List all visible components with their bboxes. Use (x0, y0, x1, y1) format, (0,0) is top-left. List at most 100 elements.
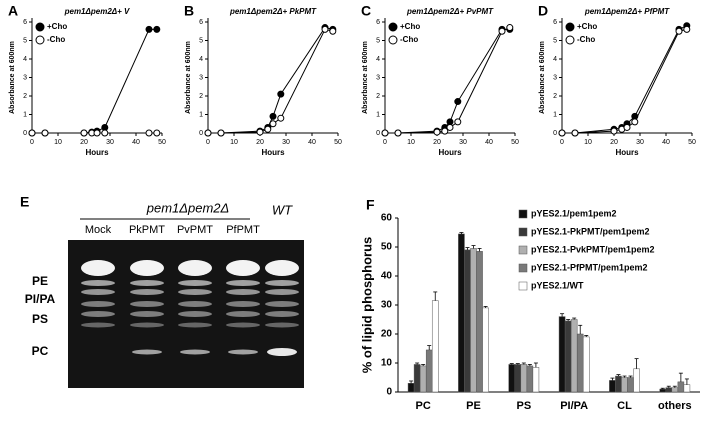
gel-band (226, 280, 260, 286)
y-axis-label: % of lipid phosphorus (359, 237, 374, 374)
x-tick-label: 40 (662, 139, 670, 146)
bar (458, 233, 465, 393)
legend-label: +Cho (47, 22, 67, 31)
y-tick-label: 20 (381, 329, 393, 340)
gel-band (178, 280, 212, 286)
gel-band (81, 280, 115, 286)
data-point (269, 120, 277, 128)
x-tick-label: 40 (308, 139, 316, 146)
gel-band (81, 260, 115, 276)
legend-swatch (518, 245, 528, 255)
bar (615, 375, 622, 393)
y-tick-label: 4 (376, 56, 380, 63)
bar (514, 364, 522, 393)
gel-band (130, 322, 164, 328)
y-tick-label: 6 (23, 19, 27, 26)
gel-band (178, 322, 212, 328)
band-label: PE (32, 274, 48, 288)
y-tick-label: 0 (386, 387, 392, 398)
y-tick-label: 0 (553, 130, 557, 137)
bar (627, 377, 634, 393)
bar (431, 300, 439, 393)
data-point (217, 129, 225, 137)
gel-band (178, 260, 212, 276)
x-tick-label: PS (516, 400, 531, 412)
data-point (441, 127, 449, 135)
legend-marker (565, 35, 575, 45)
data-point (498, 27, 506, 35)
series-line (32, 28, 157, 134)
data-point (28, 129, 36, 137)
data-point (277, 90, 285, 98)
x-tick-label: 40 (132, 139, 140, 146)
panel-label: E (20, 194, 29, 210)
y-tick-label: 2 (553, 93, 557, 100)
bar (576, 333, 584, 393)
bar (671, 387, 679, 393)
y-tick-label: 5 (199, 37, 203, 44)
chart-title: pem1Δpem2Δ+ PfPMT (584, 7, 670, 16)
y-tick-label: 1 (199, 111, 203, 118)
data-point (153, 129, 161, 137)
data-point (145, 129, 153, 137)
legend-label: -Cho (577, 35, 595, 44)
x-axis-label: Hours (615, 148, 639, 157)
data-point (381, 129, 389, 137)
lane-label: PfPMT (226, 224, 260, 236)
gel-band (265, 311, 299, 317)
x-tick-label: 30 (459, 139, 467, 146)
gel-band (265, 322, 299, 328)
bar (476, 251, 483, 393)
bar (407, 383, 415, 393)
panel-label: C (361, 3, 371, 19)
chart-title: pem1Δpem2Δ+ PkPMT (229, 7, 317, 16)
y-tick-label: 2 (23, 93, 27, 100)
x-tick-label: CL (617, 400, 632, 412)
gel-band (226, 322, 260, 328)
x-tick-label: PI/PA (560, 400, 588, 412)
y-tick-label: 5 (376, 37, 380, 44)
y-tick-label: 40 (381, 271, 393, 282)
y-tick-label: 3 (199, 74, 203, 81)
gel-band (265, 280, 299, 286)
y-tick-label: 50 (381, 242, 393, 253)
x-tick-label: 0 (383, 139, 387, 146)
data-point (41, 129, 49, 137)
x-tick-label: 50 (334, 139, 342, 146)
gel-band (130, 301, 164, 307)
gel-band (81, 322, 115, 328)
x-tick-label: 0 (560, 139, 564, 146)
bar (659, 388, 667, 393)
bar (683, 384, 691, 393)
data-point (610, 127, 618, 135)
data-point (446, 123, 454, 131)
x-axis-label: Hours (261, 148, 285, 157)
gel-band (226, 301, 260, 307)
y-tick-label: 1 (376, 111, 380, 118)
x-tick-label: 20 (433, 139, 441, 146)
data-point (623, 123, 631, 131)
x-axis-label: Hours (438, 148, 462, 157)
x-tick-label: 10 (407, 139, 415, 146)
series-line (385, 28, 510, 134)
bar (464, 249, 471, 393)
y-axis-label: Absorbance at 600nm (539, 41, 546, 114)
data-point (571, 129, 579, 137)
chart-title: pem1Δpem2Δ+ V (64, 7, 130, 16)
x-tick-label: 50 (511, 139, 519, 146)
y-tick-label: 0 (199, 130, 203, 137)
x-tick-label: 20 (256, 139, 264, 146)
y-tick-label: 6 (376, 19, 380, 26)
gel-band (228, 349, 258, 355)
x-axis-label: Hours (85, 148, 109, 157)
band-label: PC (32, 344, 49, 358)
y-tick-label: 60 (381, 213, 393, 224)
gel-band (178, 301, 212, 307)
data-point (321, 25, 329, 33)
y-tick-label: 1 (553, 111, 557, 118)
x-tick-label: 30 (282, 139, 290, 146)
y-tick-label: 10 (381, 358, 393, 369)
bar (413, 364, 421, 393)
legend-label: -Cho (400, 35, 418, 44)
legend-label: -Cho (47, 35, 65, 44)
